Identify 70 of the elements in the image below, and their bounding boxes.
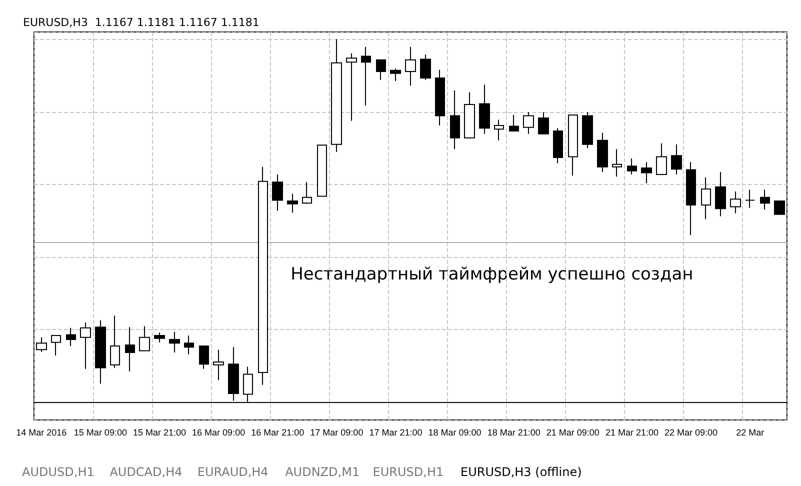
candlestick <box>154 332 165 343</box>
x-tick-label: 16 Mar 21:00 <box>251 428 304 438</box>
candlestick <box>760 189 770 210</box>
candlestick <box>66 327 76 347</box>
candlestick <box>479 84 490 134</box>
candlestick <box>597 132 608 172</box>
x-tick-label: 21 Mar 09:00 <box>546 428 600 438</box>
candlestick <box>287 193 298 214</box>
x-tick-label: 16 Mar 09:00 <box>192 428 246 438</box>
candlestick <box>671 144 682 176</box>
candlestick <box>464 92 475 138</box>
candlestick <box>272 174 283 212</box>
candlestick <box>110 315 120 368</box>
candlestick <box>317 144 327 197</box>
text: AUDCAD,H4 <box>110 465 182 479</box>
candlestick <box>553 128 563 164</box>
x-tick-label: 15 Mar 21:00 <box>132 428 186 438</box>
candlestick <box>95 320 106 384</box>
candlestick <box>361 46 371 106</box>
candlestick <box>139 326 150 352</box>
candlestick <box>390 68 401 82</box>
x-tick-label: 18 Mar 09:00 <box>428 428 482 438</box>
annotation: Нестандартный таймфрейм успешно создан <box>290 264 694 284</box>
chart-title: EURUSD,H3 1.1167 1.1181 1.1167 1.1181 <box>23 16 260 29</box>
candlestick <box>302 182 312 204</box>
candlestick <box>715 171 726 217</box>
candlestick <box>656 142 667 176</box>
candlestick <box>701 176 711 220</box>
candlestick <box>774 200 785 215</box>
candlestick <box>80 322 91 370</box>
text: AUDNZD,M1 <box>285 465 360 479</box>
candlestick <box>450 90 460 150</box>
text: EURUSD,H3 (offline) <box>460 465 582 479</box>
candlestick <box>435 69 445 126</box>
text: AUDUSD,H1 <box>22 465 94 479</box>
candlestick <box>509 114 519 132</box>
candlestick <box>538 112 549 134</box>
candlestick <box>199 346 209 370</box>
candlestick <box>420 54 431 80</box>
x-tick-label: 18 Mar 21:00 <box>487 428 540 438</box>
candlestick <box>184 335 194 355</box>
candlestick <box>627 158 637 176</box>
candlestick <box>523 112 534 134</box>
text: EURUSD,H1 <box>372 465 444 479</box>
candlestick <box>686 162 696 236</box>
candlestick <box>169 331 180 354</box>
candlestick <box>36 336 47 352</box>
x-tick-label: 22 Mar <box>736 428 764 438</box>
candlestick <box>331 38 342 153</box>
x-tick-label: 17 Mar 09:00 <box>310 428 364 438</box>
candlestick <box>405 46 416 86</box>
candlestick <box>51 335 61 356</box>
candlestick <box>376 59 386 80</box>
candlestick <box>641 162 652 184</box>
x-tick-label: 15 Mar 09:00 <box>74 428 127 438</box>
candlestick <box>125 326 135 372</box>
candlestick <box>494 119 504 141</box>
candlestick <box>346 52 357 122</box>
x-tick-label: 14 Mar 2016 <box>16 428 67 438</box>
x-tick-label: 17 Mar 21:00 <box>369 428 422 438</box>
candlestick <box>213 349 224 381</box>
candlestick <box>582 112 593 149</box>
candlestick <box>612 148 622 178</box>
x-tick-label: 22 Mar 09:00 <box>664 428 718 438</box>
text: EURAUD,H4 <box>197 465 268 479</box>
candlestick <box>745 189 755 208</box>
candlestick <box>730 191 741 214</box>
candlestick <box>568 114 578 176</box>
x-tick-label: 21 Mar 21:00 <box>605 428 658 438</box>
candlestick <box>258 166 268 386</box>
